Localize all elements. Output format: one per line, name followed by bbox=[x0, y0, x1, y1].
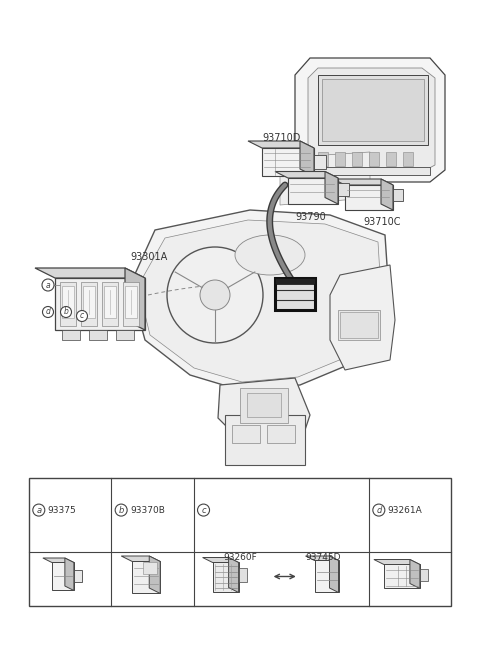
Bar bbox=[267, 425, 295, 443]
Polygon shape bbox=[52, 563, 74, 591]
Circle shape bbox=[43, 307, 53, 318]
Polygon shape bbox=[288, 178, 338, 204]
Bar bbox=[81, 282, 97, 326]
Bar bbox=[104, 286, 116, 318]
Polygon shape bbox=[410, 559, 420, 588]
Bar bbox=[314, 155, 326, 169]
Circle shape bbox=[33, 504, 45, 516]
Polygon shape bbox=[314, 561, 338, 593]
Bar bbox=[116, 330, 134, 340]
Text: c: c bbox=[80, 312, 84, 320]
Circle shape bbox=[373, 504, 385, 516]
Polygon shape bbox=[125, 268, 145, 330]
Polygon shape bbox=[130, 210, 390, 390]
Text: 93745D: 93745D bbox=[305, 553, 341, 562]
Bar bbox=[322, 79, 424, 141]
Circle shape bbox=[115, 504, 127, 516]
Bar bbox=[247, 393, 281, 417]
Circle shape bbox=[60, 307, 72, 318]
Bar bbox=[340, 312, 378, 338]
Polygon shape bbox=[374, 559, 420, 565]
Bar bbox=[74, 571, 82, 582]
Polygon shape bbox=[132, 561, 160, 593]
Bar bbox=[143, 563, 157, 574]
Polygon shape bbox=[330, 265, 395, 370]
Bar bbox=[29, 478, 451, 606]
Polygon shape bbox=[275, 172, 338, 178]
Bar bbox=[123, 282, 139, 326]
Bar bbox=[393, 189, 403, 201]
Bar bbox=[89, 330, 107, 340]
Polygon shape bbox=[262, 148, 314, 176]
Polygon shape bbox=[381, 179, 393, 210]
Circle shape bbox=[42, 279, 54, 291]
Bar bbox=[310, 167, 430, 175]
Bar bbox=[338, 183, 349, 196]
Polygon shape bbox=[295, 58, 445, 182]
Polygon shape bbox=[280, 152, 370, 205]
Polygon shape bbox=[384, 565, 420, 588]
Polygon shape bbox=[329, 556, 338, 593]
Bar bbox=[318, 152, 328, 166]
Text: 93710D: 93710D bbox=[262, 133, 300, 143]
Bar bbox=[83, 286, 95, 318]
Text: 93370B: 93370B bbox=[130, 506, 165, 515]
Circle shape bbox=[76, 310, 87, 322]
Polygon shape bbox=[308, 68, 435, 172]
Polygon shape bbox=[149, 556, 160, 593]
Circle shape bbox=[200, 280, 230, 310]
Text: b: b bbox=[119, 506, 124, 515]
Bar bbox=[338, 310, 380, 340]
Bar bbox=[318, 75, 428, 145]
Bar bbox=[240, 388, 288, 423]
Polygon shape bbox=[65, 558, 74, 591]
Bar bbox=[225, 415, 305, 465]
Bar bbox=[125, 286, 137, 318]
Polygon shape bbox=[55, 278, 145, 330]
Text: a: a bbox=[36, 506, 41, 515]
Bar bbox=[62, 330, 80, 340]
Text: c: c bbox=[201, 506, 206, 515]
Polygon shape bbox=[213, 563, 239, 593]
Bar bbox=[403, 152, 413, 166]
Polygon shape bbox=[138, 220, 382, 382]
Bar bbox=[102, 282, 118, 326]
Text: 93301A: 93301A bbox=[130, 252, 167, 262]
Polygon shape bbox=[218, 378, 310, 440]
Bar bbox=[60, 282, 76, 326]
Polygon shape bbox=[300, 141, 314, 176]
Polygon shape bbox=[203, 557, 239, 563]
Bar bbox=[352, 152, 362, 166]
Polygon shape bbox=[325, 172, 338, 204]
Text: 93710C: 93710C bbox=[363, 217, 400, 227]
Bar bbox=[275, 278, 315, 310]
Polygon shape bbox=[345, 185, 393, 210]
Bar bbox=[62, 286, 74, 318]
Text: a: a bbox=[46, 280, 50, 290]
Circle shape bbox=[167, 247, 263, 343]
Text: 93261A: 93261A bbox=[388, 506, 422, 515]
Polygon shape bbox=[121, 556, 160, 561]
Polygon shape bbox=[248, 141, 314, 148]
Bar bbox=[232, 425, 260, 443]
Polygon shape bbox=[35, 268, 145, 278]
Polygon shape bbox=[43, 558, 74, 563]
Text: 93375: 93375 bbox=[48, 506, 76, 515]
Polygon shape bbox=[228, 557, 239, 593]
Polygon shape bbox=[333, 179, 393, 185]
Bar bbox=[386, 152, 396, 166]
Text: d: d bbox=[376, 506, 382, 515]
Bar bbox=[239, 569, 247, 582]
Text: 93790: 93790 bbox=[295, 212, 326, 222]
Text: 93260F: 93260F bbox=[223, 553, 257, 562]
Bar bbox=[369, 152, 379, 166]
Circle shape bbox=[198, 504, 210, 516]
Bar bbox=[275, 278, 315, 284]
Text: b: b bbox=[63, 307, 69, 316]
Polygon shape bbox=[305, 556, 338, 561]
Bar bbox=[420, 569, 428, 582]
Bar bbox=[335, 152, 345, 166]
Text: d: d bbox=[46, 307, 50, 316]
Ellipse shape bbox=[235, 235, 305, 275]
